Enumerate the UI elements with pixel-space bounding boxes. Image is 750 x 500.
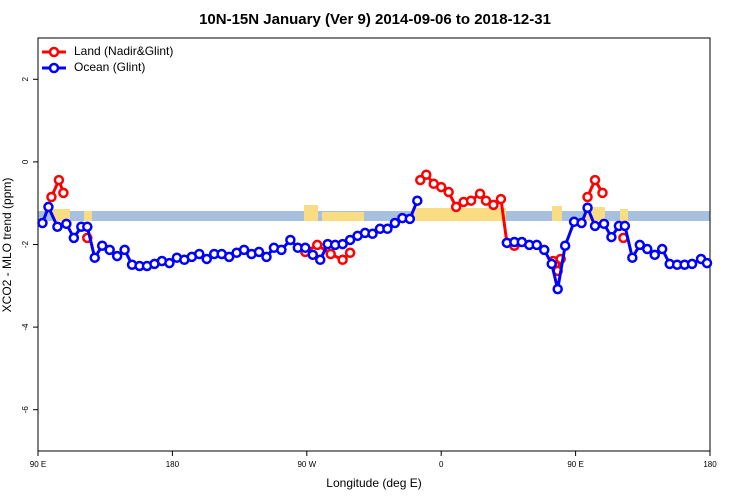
point: [474, 188, 486, 199]
point: [450, 201, 462, 213]
x-tick-label: 90 E: [567, 460, 583, 469]
point: [307, 249, 319, 261]
point: [598, 218, 610, 230]
point: [649, 249, 660, 261]
point: [606, 231, 617, 243]
point: [435, 181, 447, 193]
legend-label: Ocean (Glint): [74, 60, 145, 74]
point: [701, 257, 713, 269]
point: [495, 193, 507, 205]
point: [52, 221, 63, 232]
x-tick-label: 90 W: [297, 460, 316, 469]
land-strip: [552, 206, 562, 221]
point: [619, 220, 631, 232]
land-strip: [322, 212, 364, 221]
land-strip: [52, 209, 70, 221]
point: [488, 199, 499, 211]
land-strip: [620, 209, 628, 221]
x-axis-label: Longitude (deg E): [326, 476, 421, 490]
y-tick-label: -4: [21, 323, 30, 331]
point: [285, 234, 296, 246]
point: [589, 220, 601, 232]
point: [344, 234, 356, 246]
point: [164, 257, 175, 269]
point: [382, 223, 393, 235]
y-axis-label: XCO2 - MLO trend (ppm): [0, 178, 14, 313]
point: [337, 254, 348, 266]
point: [201, 253, 212, 265]
point: [96, 240, 108, 251]
legend-marker: [48, 46, 60, 58]
point: [404, 213, 416, 225]
point: [89, 252, 100, 263]
x-tick-label: 180: [166, 460, 180, 469]
point: [412, 195, 423, 206]
chart-title: 10N-15N January (Ver 9) 2014-09-06 to 20…: [199, 11, 551, 28]
point: [576, 217, 587, 229]
point: [538, 244, 550, 256]
point: [656, 243, 668, 255]
point: [46, 191, 57, 203]
point: [367, 228, 378, 240]
point: [531, 239, 543, 251]
point: [325, 248, 336, 260]
point: [276, 244, 287, 256]
point: [119, 244, 130, 256]
point: [582, 191, 593, 203]
point: [552, 283, 563, 295]
point: [559, 240, 571, 251]
point: [58, 187, 69, 199]
x-tick-label: 0: [439, 460, 444, 469]
x-tick-label: 180: [703, 460, 717, 469]
point: [465, 195, 477, 206]
series-line: [51, 175, 623, 271]
legend-marker: [48, 62, 60, 74]
point: [582, 202, 593, 213]
point: [111, 250, 123, 262]
point: [82, 221, 93, 232]
plot-frame: [37, 37, 711, 452]
point: [43, 201, 54, 213]
point: [53, 174, 65, 186]
point: [642, 243, 653, 255]
point: [546, 258, 557, 270]
point: [634, 239, 646, 251]
point: [344, 247, 356, 259]
point: [194, 248, 205, 260]
land-strip: [414, 208, 506, 221]
point: [480, 195, 492, 206]
point: [238, 244, 250, 256]
point: [686, 258, 698, 270]
point: [223, 251, 235, 263]
point: [314, 254, 326, 266]
point: [253, 246, 265, 258]
x-tick-label: 90 E: [30, 460, 46, 469]
ocean-strip: [38, 211, 710, 221]
point: [61, 218, 72, 230]
point: [389, 217, 401, 229]
point: [589, 174, 601, 186]
point: [627, 252, 638, 263]
point: [104, 244, 115, 256]
point: [337, 238, 348, 250]
point: [421, 169, 432, 180]
point: [68, 232, 80, 244]
y-tick-label: -6: [21, 406, 30, 414]
land-strip: [304, 205, 318, 221]
y-tick-label: 2: [21, 77, 30, 82]
point: [312, 239, 323, 251]
land-strip: [84, 211, 92, 221]
point: [261, 251, 272, 263]
legend-label: Land (Nadir&Glint): [74, 44, 173, 58]
y-tick-label: -2: [21, 240, 30, 248]
map-strip: [38, 205, 710, 221]
point: [443, 186, 454, 198]
y-tick-label: 0: [21, 159, 30, 164]
point: [300, 242, 311, 254]
point: [37, 217, 48, 229]
point: [597, 187, 608, 199]
